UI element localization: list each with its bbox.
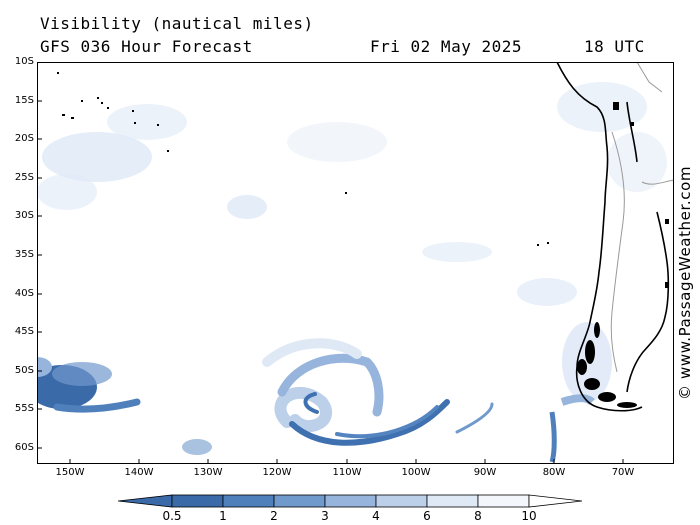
pacific-islands xyxy=(57,72,549,246)
colorbar-high-cap xyxy=(528,494,582,508)
legend-label-2: 2 xyxy=(270,509,278,523)
lon-label-140w: 140W xyxy=(124,467,154,478)
legend-label-1: 1 xyxy=(219,509,227,523)
country-borders xyxy=(610,62,674,373)
legend-label-3: 3 xyxy=(321,509,329,523)
colorbar-low-cap xyxy=(118,494,173,508)
lat-label-20s: 20S xyxy=(14,133,34,144)
map-frame xyxy=(37,62,674,464)
forecast-date: Fri 02 May 2025 xyxy=(370,37,522,56)
site-credit: © www.PassageWeather.com xyxy=(676,165,694,400)
legend-label-4: 4 xyxy=(372,509,380,523)
colorbar-cell xyxy=(273,494,326,508)
patagonia-islands xyxy=(577,102,669,408)
colorbar-cell xyxy=(477,494,530,508)
legend-label-6: 6 xyxy=(423,509,431,523)
lat-label-30s: 30S xyxy=(14,210,34,221)
lat-label-60s: 60S xyxy=(14,442,34,453)
forecast-time: 18 UTC xyxy=(584,37,645,56)
visibility-map xyxy=(37,62,674,464)
lat-label-40s: 40S xyxy=(14,288,34,299)
lat-label-55s: 55S xyxy=(14,403,34,414)
dense-fog-patch xyxy=(37,357,595,463)
colorbar xyxy=(118,494,582,508)
lon-label-80w: 80W xyxy=(542,467,566,478)
lon-label-150w: 150W xyxy=(55,467,85,478)
legend-label-8: 8 xyxy=(474,509,482,523)
legend-label-10: 10 xyxy=(521,509,537,523)
lat-label-15s: 15S xyxy=(14,95,34,106)
map-title: Visibility (nautical miles) xyxy=(40,14,314,33)
colorbar-cell xyxy=(222,494,275,508)
lon-label-70w: 70W xyxy=(611,467,635,478)
lat-label-10s: 10S xyxy=(14,56,34,67)
colorbar-cell xyxy=(375,494,428,508)
lat-label-50s: 50S xyxy=(14,365,34,376)
lon-label-130w: 130W xyxy=(193,467,223,478)
lon-label-110w: 110W xyxy=(332,467,362,478)
colorbar-cell xyxy=(171,494,224,508)
forecast-subtitle: GFS 036 Hour Forecast xyxy=(40,37,253,56)
lat-label-45s: 45S xyxy=(14,326,34,337)
colorbar-cell xyxy=(324,494,377,508)
lat-label-25s: 25S xyxy=(14,172,34,183)
legend-label-0-5: 0.5 xyxy=(162,509,182,523)
lat-label-35s: 35S xyxy=(14,249,34,260)
south-america-coast xyxy=(556,62,670,412)
lon-label-100w: 100W xyxy=(401,467,431,478)
lon-label-90w: 90W xyxy=(473,467,497,478)
colorbar-cell xyxy=(426,494,479,508)
lon-label-120w: 120W xyxy=(262,467,292,478)
storm-swirl-band xyxy=(262,338,494,446)
